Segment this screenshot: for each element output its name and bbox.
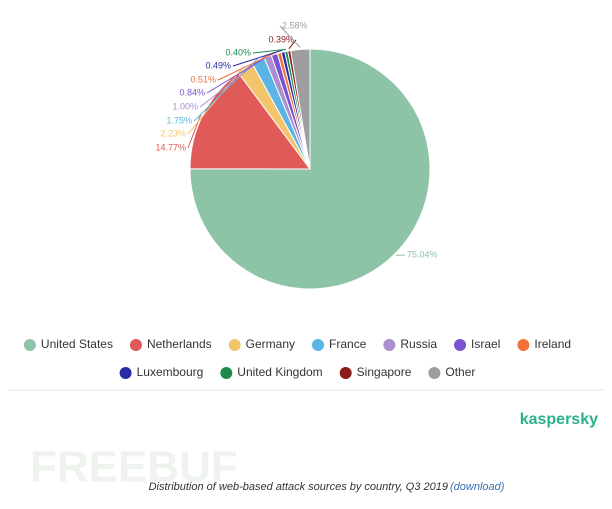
legend-label: Ireland <box>534 337 571 351</box>
legend-marker <box>220 367 232 379</box>
data-label: 1.00% <box>172 101 198 111</box>
legend-marker <box>517 339 529 351</box>
data-label: 14.77% <box>155 142 186 152</box>
legend-label: Netherlands <box>147 337 212 351</box>
legend-marker <box>120 367 132 379</box>
legend-marker <box>130 339 142 351</box>
legend-label: Israel <box>471 337 500 351</box>
legend-label: Russia <box>400 337 437 351</box>
legend-marker <box>24 339 36 351</box>
legend-label: Germany <box>246 337 295 351</box>
data-label: 0.51% <box>190 74 216 84</box>
caption: Distribution of web-based attack sources… <box>149 481 448 493</box>
data-label: 2.58% <box>282 20 308 30</box>
data-label: 1.75% <box>166 115 192 125</box>
legend-marker <box>454 339 466 351</box>
data-label: 75.04% <box>407 249 438 259</box>
legend-marker <box>312 339 324 351</box>
legend-label: France <box>329 337 367 351</box>
data-label: 0.49% <box>205 60 231 70</box>
legend-label: Other <box>445 365 475 379</box>
legend-label: United States <box>41 337 113 351</box>
data-label: 0.84% <box>179 87 205 97</box>
legend-marker <box>428 367 440 379</box>
legend-label: Luxembourg <box>137 365 204 379</box>
legend-label: Singapore <box>357 365 412 379</box>
caption-link[interactable]: (download) <box>450 481 505 493</box>
legend-marker <box>340 367 352 379</box>
brand: kaspersky <box>520 411 598 428</box>
data-label: 0.39% <box>268 34 294 44</box>
legend-marker <box>383 339 395 351</box>
legend-marker <box>229 339 241 351</box>
data-label: 0.40% <box>225 47 251 57</box>
legend-label: United Kingdom <box>237 365 322 379</box>
data-label: 2.23% <box>160 128 186 138</box>
